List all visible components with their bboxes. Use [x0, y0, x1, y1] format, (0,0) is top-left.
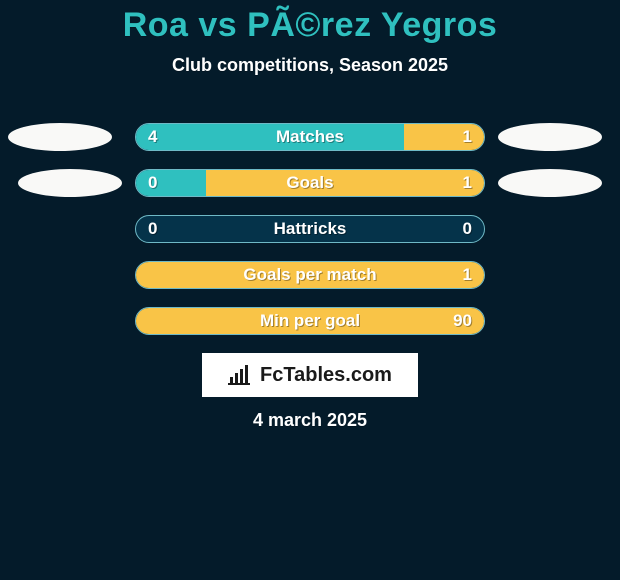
stat-value-right: 1 [463, 173, 472, 193]
player-left-ellipse [8, 123, 112, 151]
stat-label: Min per goal [260, 311, 360, 331]
stat-value-left: 4 [148, 127, 157, 147]
bar-chart-icon [228, 365, 254, 385]
stat-row: 90 Min per goal [0, 306, 620, 336]
stat-value-right: 1 [463, 127, 472, 147]
stat-row: 1 Goals per match [0, 260, 620, 290]
stat-value-right: 1 [463, 265, 472, 285]
stat-bar-right-fill [206, 170, 484, 196]
stat-label: Hattricks [274, 219, 347, 239]
player-left-ellipse [18, 169, 122, 197]
stat-bar-left-fill [136, 124, 404, 150]
stat-row: 0 0 Hattricks [0, 214, 620, 244]
stat-bar-left-fill [136, 170, 206, 196]
stat-value-right: 0 [463, 219, 472, 239]
brand-badge: FcTables.com [202, 353, 418, 397]
stat-value-left: 0 [148, 219, 157, 239]
player-right-ellipse [498, 169, 602, 197]
stat-label: Goals [286, 173, 333, 193]
player-right-ellipse [498, 123, 602, 151]
page-title: Roa vs PÃ©rez Yegros [0, 0, 620, 45]
stat-value-right: 90 [453, 311, 472, 331]
brand-text: FcTables.com [260, 364, 392, 387]
stat-value-left: 0 [148, 173, 157, 193]
stat-label: Matches [276, 127, 344, 147]
date-label: 4 march 2025 [253, 410, 367, 431]
stat-row: 4 1 Matches [0, 122, 620, 152]
stat-label: Goals per match [243, 265, 376, 285]
stat-row: 0 1 Goals [0, 168, 620, 198]
infographic-root: Roa vs PÃ©rez Yegros Club competitions, … [0, 0, 620, 580]
page-subtitle: Club competitions, Season 2025 [0, 55, 620, 76]
